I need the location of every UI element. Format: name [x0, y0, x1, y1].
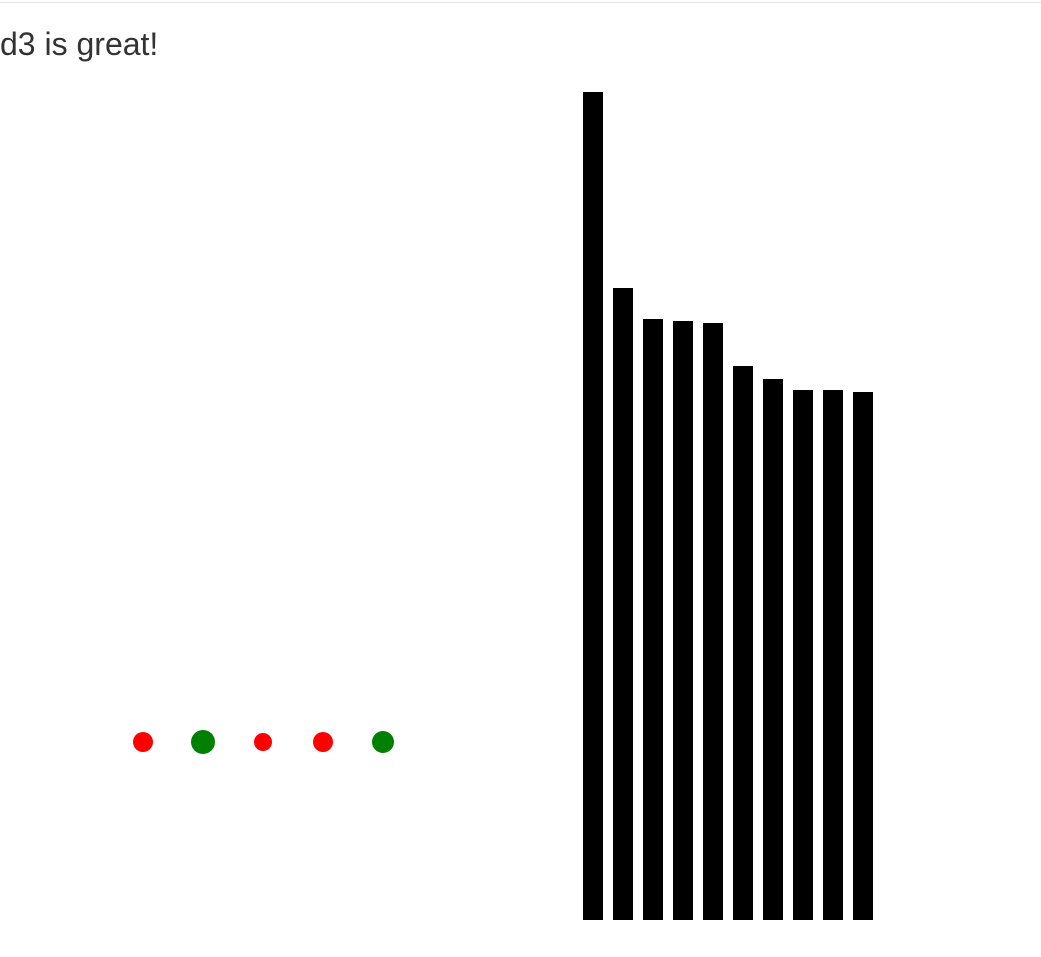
dot-2	[191, 730, 215, 754]
bar-4	[673, 321, 693, 920]
bar-1	[583, 92, 603, 920]
bar-series	[583, 92, 873, 920]
dot-1	[133, 732, 153, 752]
bar-6	[733, 366, 753, 920]
bar-7	[763, 379, 783, 920]
dot-3	[254, 733, 272, 751]
bar-3	[643, 319, 663, 920]
dot-series	[133, 730, 394, 754]
bar-9	[823, 390, 843, 920]
bar-5	[703, 323, 723, 920]
bar-8	[793, 390, 813, 920]
top-divider	[0, 2, 1041, 3]
bar-10	[853, 392, 873, 920]
bar-2	[613, 288, 633, 920]
dot-4	[313, 732, 333, 752]
page-heading: d3 is great!	[0, 26, 159, 62]
dot-5	[372, 731, 394, 753]
